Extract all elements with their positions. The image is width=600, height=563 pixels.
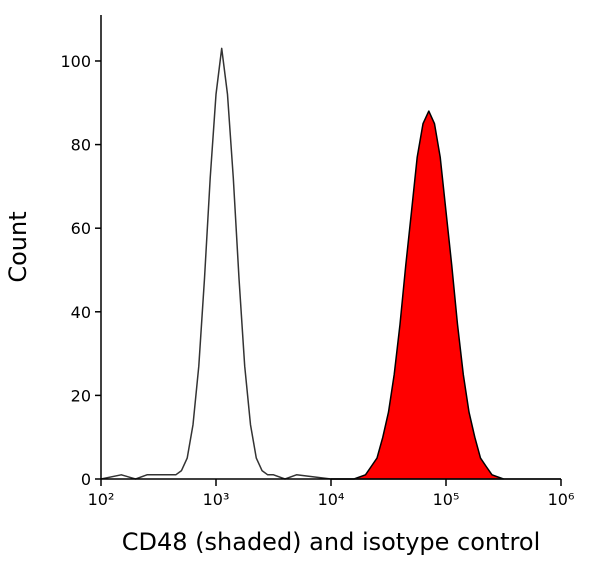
x-tick-label: 10⁵ [433,490,460,509]
outline-histogram [100,47,561,480]
y-tick-label: 40 [71,303,91,322]
x-tick-label: 10² [88,490,115,509]
y-tick-label: 100 [60,52,91,71]
filled-histogram [331,110,504,480]
x-tick-label: 10⁴ [318,490,345,509]
y-tick-label: 20 [71,386,91,405]
x-tick-label: 10⁶ [548,490,575,509]
y-tick-label: 60 [71,219,91,238]
y-axis-label: Count [4,211,32,282]
y-tick-label: 80 [71,136,91,155]
x-axis-label: CD48 (shaded) and isotype control [122,528,541,556]
x-tick-label: 10³ [203,490,230,509]
y-tick-label: 0 [81,470,91,489]
